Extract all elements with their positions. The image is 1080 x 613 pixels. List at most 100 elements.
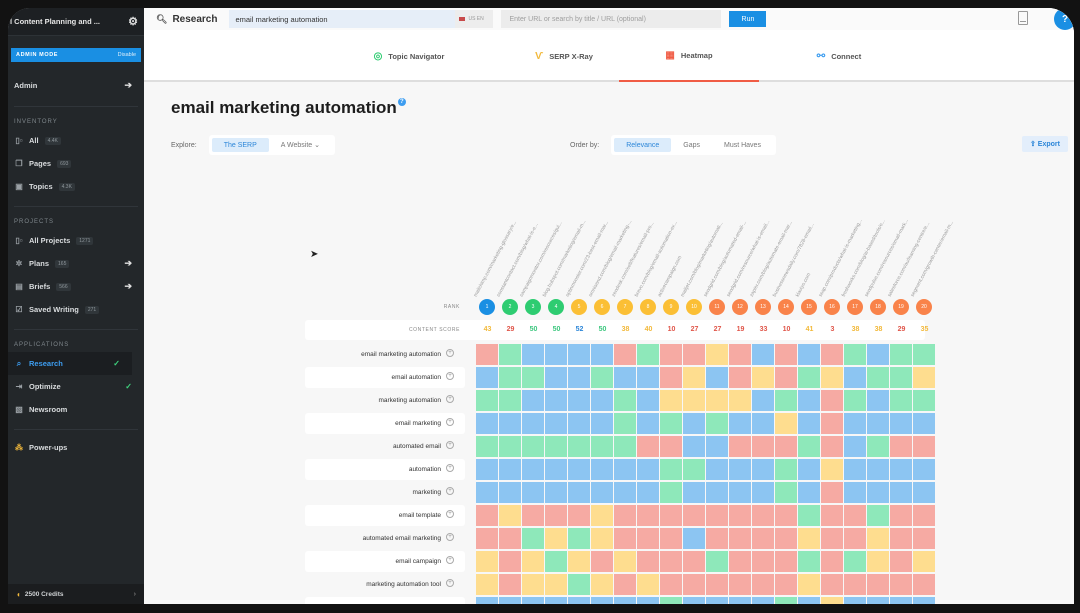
heatmap-cell-strong[interactable]: [683, 413, 705, 434]
heatmap-cell-good[interactable]: [660, 413, 682, 434]
tab-serp-x-ray[interactable]: Ѵ SERP X-Ray: [499, 30, 629, 82]
heatmap-cell-strong[interactable]: [844, 367, 866, 388]
heatmap-cell-missing[interactable]: [660, 436, 682, 457]
add-keyword-icon[interactable]: +: [446, 349, 454, 357]
heatmap-cell-good[interactable]: [798, 367, 820, 388]
heatmap-cell-strong[interactable]: [798, 459, 820, 480]
heatmap-cell-strong[interactable]: [568, 390, 590, 411]
heatmap-cell-missing[interactable]: [821, 436, 843, 457]
serp-url-header[interactable]: segment.com/growth-center/email-m...: [909, 219, 956, 298]
heatmap-cell-strong[interactable]: [867, 459, 889, 480]
heatmap-cell-missing[interactable]: [499, 528, 521, 549]
heatmap-cell-missing[interactable]: [775, 344, 797, 365]
heatmap-cell-strong[interactable]: [591, 597, 613, 604]
heatmap-cell-partial[interactable]: [637, 574, 659, 595]
heatmap-cell-missing[interactable]: [821, 528, 843, 549]
heatmap-cell-missing[interactable]: [752, 551, 774, 572]
tab-heatmap[interactable]: ▦ Heatmap: [619, 30, 759, 82]
heatmap-cell-strong[interactable]: [729, 413, 751, 434]
heatmap-cell-partial[interactable]: [522, 574, 544, 595]
heatmap-cell-strong[interactable]: [637, 390, 659, 411]
heatmap-cell-partial[interactable]: [614, 551, 636, 572]
heatmap-cell-strong[interactable]: [614, 367, 636, 388]
heatmap-cell-missing[interactable]: [683, 574, 705, 595]
sidebar-item-optimize[interactable]: ⇥ Optimize ✓: [8, 375, 144, 398]
heatmap-cell-strong[interactable]: [867, 413, 889, 434]
heatmap-cell-strong[interactable]: [545, 344, 567, 365]
run-button[interactable]: Run: [729, 11, 767, 27]
heatmap-cell-partial[interactable]: [660, 390, 682, 411]
heatmap-cell-good[interactable]: [591, 367, 613, 388]
heatmap-cell-strong[interactable]: [913, 482, 935, 503]
heatmap-cell-missing[interactable]: [591, 551, 613, 572]
heatmap-cell-strong[interactable]: [867, 390, 889, 411]
heatmap-cell-missing[interactable]: [821, 505, 843, 526]
heatmap-cell-strong[interactable]: [706, 459, 728, 480]
heatmap-cell-missing[interactable]: [729, 505, 751, 526]
heatmap-cell-missing[interactable]: [637, 551, 659, 572]
heatmap-cell-strong[interactable]: [752, 413, 774, 434]
heatmap-cell-strong[interactable]: [844, 413, 866, 434]
heatmap-cell-good[interactable]: [798, 436, 820, 457]
heatmap-cell-missing[interactable]: [614, 528, 636, 549]
serp-url-header[interactable]: ssap.com/products/what-is-marketing...: [817, 218, 864, 298]
heatmap-cell-missing[interactable]: [821, 574, 843, 595]
order-option-relevance[interactable]: Relevance: [614, 138, 672, 152]
heatmap-cell-good[interactable]: [499, 344, 521, 365]
heatmap-cell-missing[interactable]: [821, 482, 843, 503]
heatmap-cell-missing[interactable]: [729, 528, 751, 549]
heatmap-cell-missing[interactable]: [476, 505, 498, 526]
add-keyword-icon[interactable]: +: [446, 418, 454, 426]
heatmap-cell-missing[interactable]: [683, 505, 705, 526]
export-button[interactable]: ⇪ Export: [1022, 136, 1068, 152]
heatmap-cell-strong[interactable]: [522, 482, 544, 503]
heatmap-cell-missing[interactable]: [499, 551, 521, 572]
heatmap-cell-missing[interactable]: [706, 528, 728, 549]
heatmap-cell-strong[interactable]: [568, 413, 590, 434]
heatmap-cell-strong[interactable]: [545, 413, 567, 434]
heatmap-cell-good[interactable]: [775, 482, 797, 503]
heatmap-cell-strong[interactable]: [844, 482, 866, 503]
heatmap-cell-good[interactable]: [775, 597, 797, 604]
heatmap-cell-good[interactable]: [499, 390, 521, 411]
credits-bar[interactable]: ◖ 2500 Credits ›: [8, 584, 144, 604]
heatmap-cell-missing[interactable]: [476, 344, 498, 365]
heatmap-cell-missing[interactable]: [729, 436, 751, 457]
heatmap-cell-partial[interactable]: [913, 367, 935, 388]
heatmap-cell-strong[interactable]: [545, 597, 567, 604]
heatmap-cell-missing[interactable]: [499, 574, 521, 595]
heatmap-cell-missing[interactable]: [752, 436, 774, 457]
heatmap-cell-missing[interactable]: [775, 436, 797, 457]
heatmap-cell-good[interactable]: [683, 459, 705, 480]
heatmap-cell-missing[interactable]: [706, 505, 728, 526]
heatmap-cell-good[interactable]: [798, 551, 820, 572]
heatmap-cell-good[interactable]: [522, 367, 544, 388]
heatmap-cell-partial[interactable]: [913, 551, 935, 572]
heatmap-cell-good[interactable]: [614, 413, 636, 434]
heatmap-cell-missing[interactable]: [660, 505, 682, 526]
heatmap-cell-strong[interactable]: [476, 367, 498, 388]
add-keyword-icon[interactable]: +: [446, 441, 454, 449]
heatmap-cell-strong[interactable]: [591, 459, 613, 480]
heatmap-cell-strong[interactable]: [683, 528, 705, 549]
heatmap-cell-missing[interactable]: [660, 344, 682, 365]
heatmap-cell-strong[interactable]: [499, 413, 521, 434]
heatmap-cell-strong[interactable]: [729, 597, 751, 604]
heatmap-cell-partial[interactable]: [821, 367, 843, 388]
heatmap-cell-good[interactable]: [660, 482, 682, 503]
heatmap-cell-missing[interactable]: [821, 390, 843, 411]
heatmap-cell-good[interactable]: [545, 551, 567, 572]
heatmap-cell-good[interactable]: [522, 528, 544, 549]
heatmap-cell-missing[interactable]: [821, 344, 843, 365]
heatmap-cell-partial[interactable]: [476, 551, 498, 572]
heatmap-cell-missing[interactable]: [844, 505, 866, 526]
heatmap-cell-missing[interactable]: [913, 436, 935, 457]
serp-url-header[interactable]: blog.hubspot.com/marketing/email-m...: [541, 219, 588, 298]
heatmap-cell-partial[interactable]: [798, 528, 820, 549]
heatmap-cell-partial[interactable]: [798, 574, 820, 595]
heatmap-cell-missing[interactable]: [775, 574, 797, 595]
heatmap-cell-good[interactable]: [844, 390, 866, 411]
heatmap-cell-good[interactable]: [522, 436, 544, 457]
heatmap-cell-strong[interactable]: [683, 436, 705, 457]
heatmap-cell-partial[interactable]: [775, 413, 797, 434]
